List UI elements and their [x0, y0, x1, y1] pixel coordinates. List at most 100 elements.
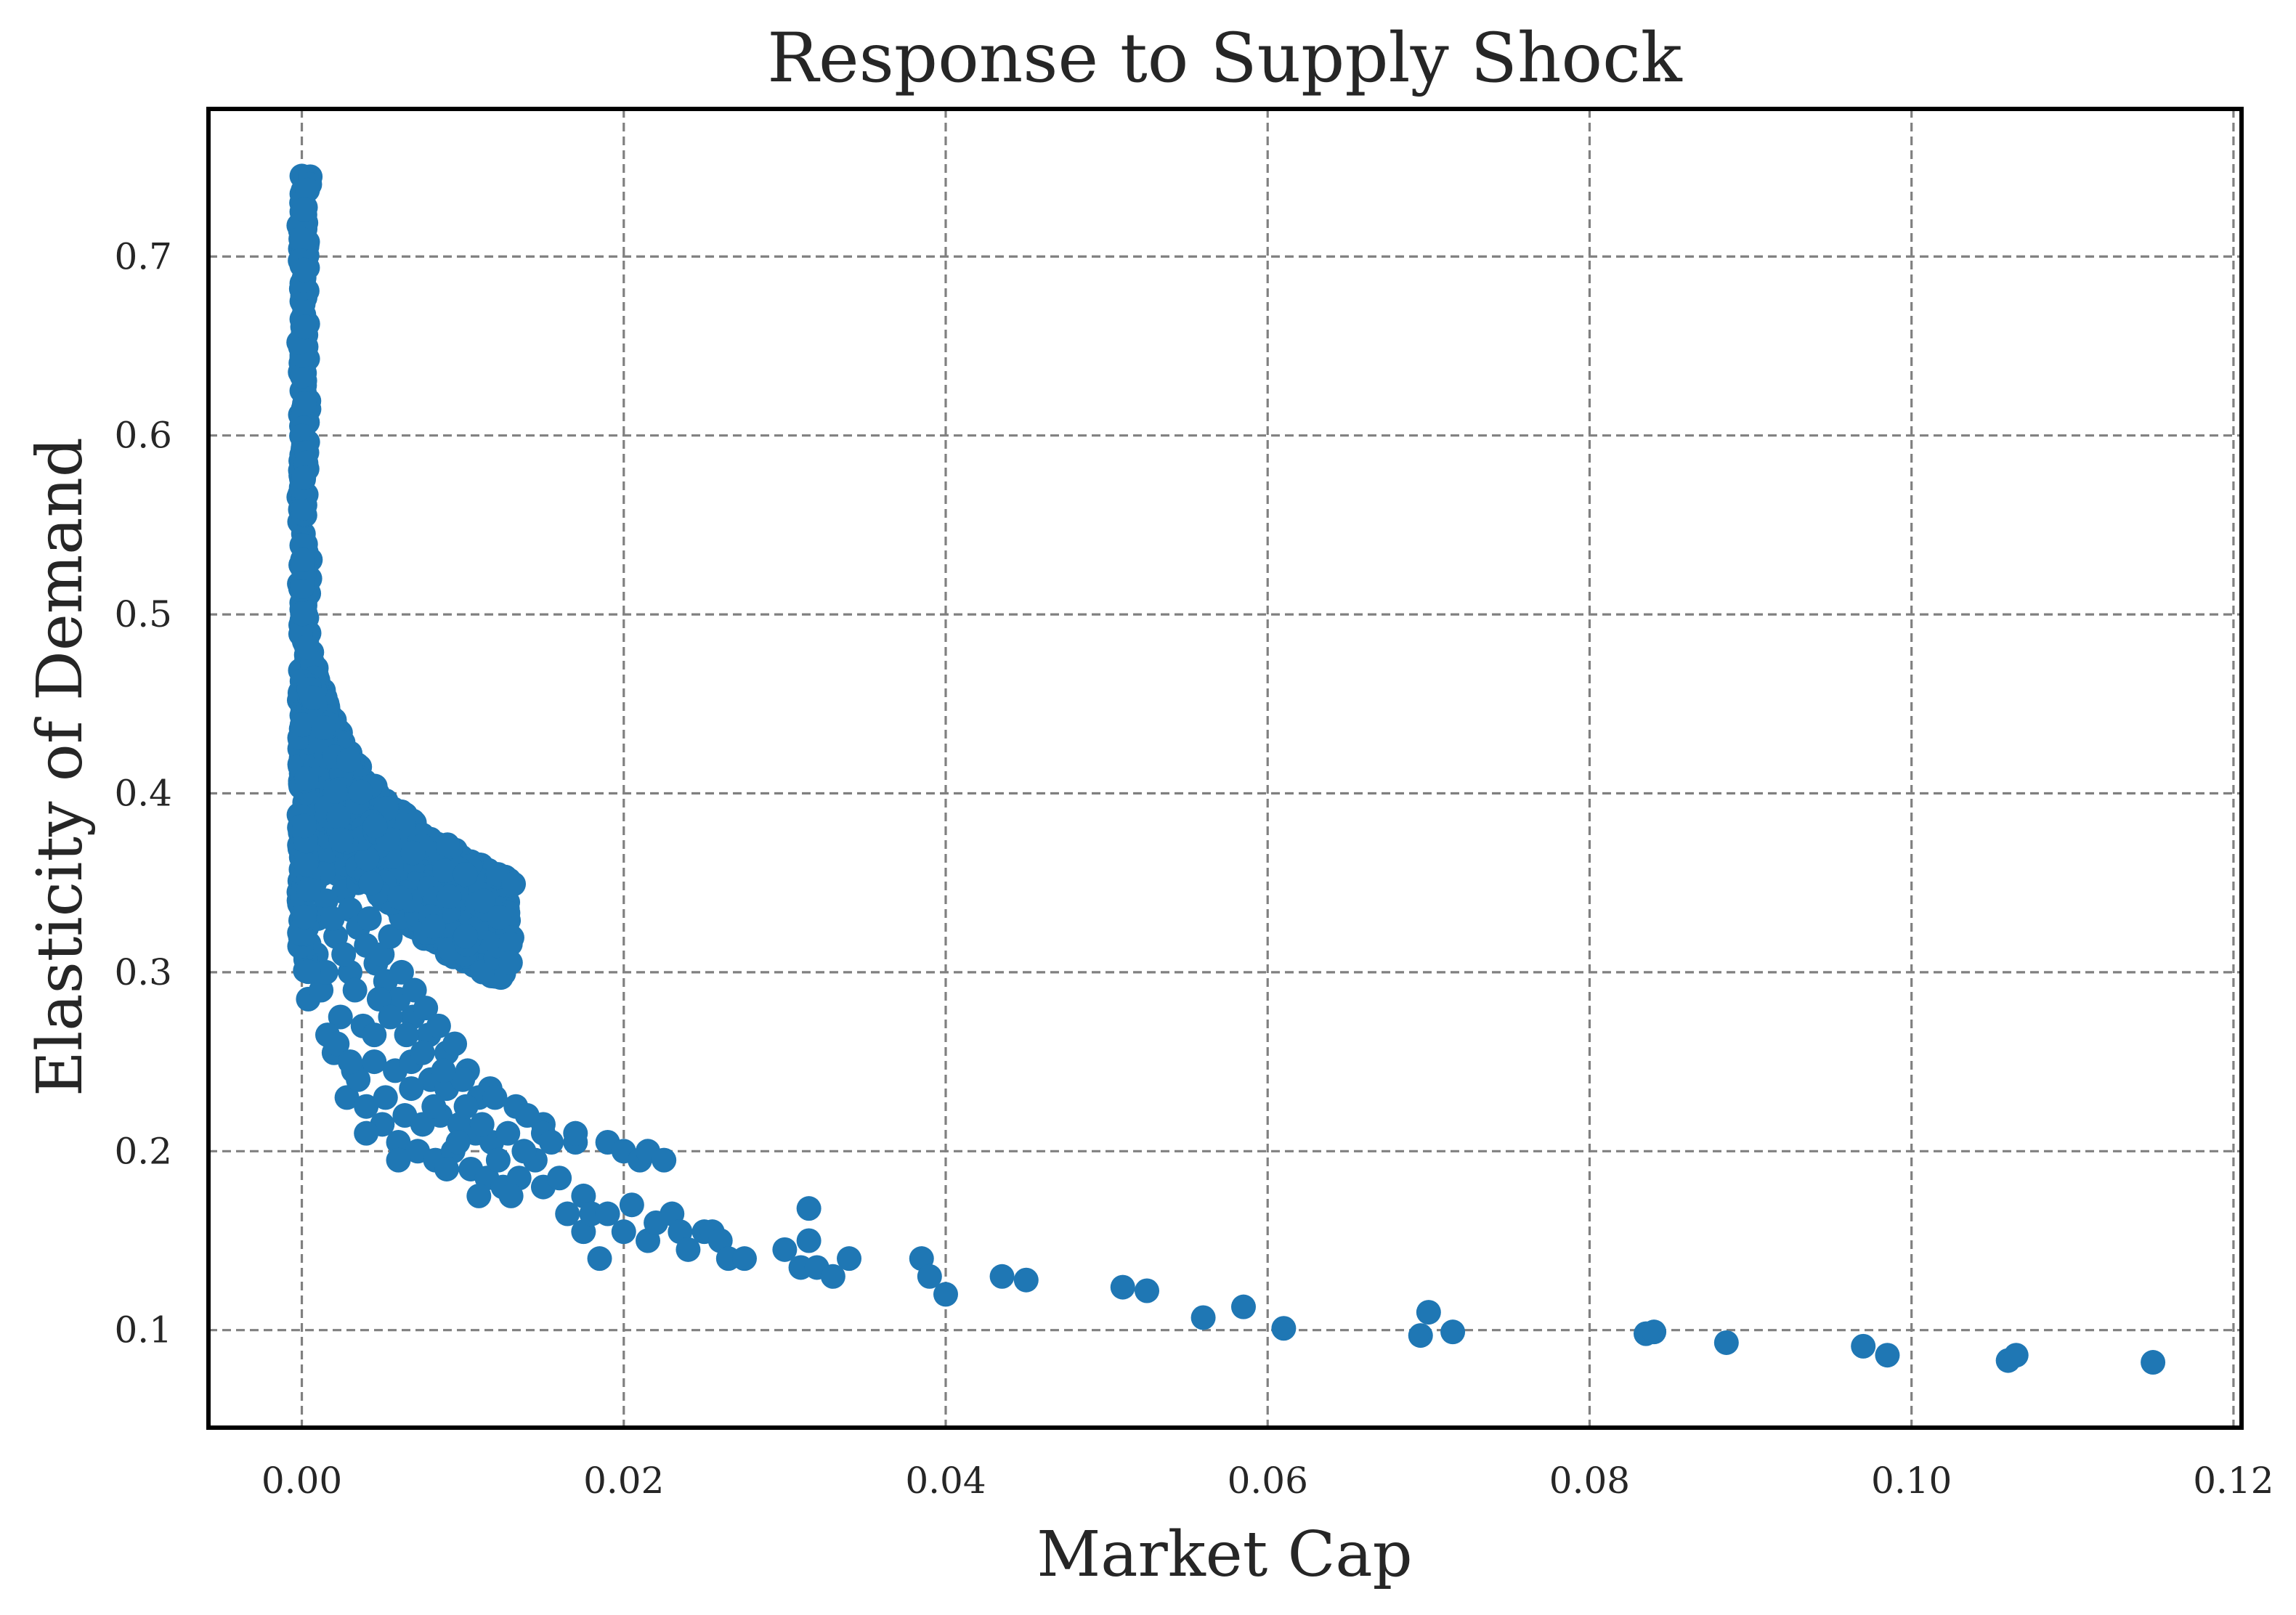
scatter-point [366, 986, 392, 1012]
scatter-point [498, 950, 523, 975]
scatter-point [595, 1201, 620, 1226]
scatter-point [296, 959, 321, 985]
scatter-point [432, 858, 458, 883]
scatter-point [325, 1031, 350, 1057]
scatter-point [1713, 1330, 1739, 1355]
scatter-point [482, 1085, 508, 1110]
scatter-point [1135, 1278, 1160, 1303]
scatter-point [293, 766, 319, 792]
scatter-point [989, 1264, 1015, 1289]
scatter-point [421, 1094, 447, 1119]
scatter-point [389, 959, 414, 985]
scatter-point [1875, 1343, 1900, 1368]
scatter-point [421, 914, 446, 939]
scatter-point [434, 1156, 459, 1181]
scatter-point [917, 1264, 942, 1289]
scatter-point [354, 1094, 379, 1119]
scatter-point [547, 1166, 572, 1191]
scatter-point [435, 832, 461, 858]
y-tick-label: 0.4 [114, 772, 172, 814]
x-tick-label: 0.02 [583, 1460, 664, 1502]
scatter-point [300, 685, 325, 710]
x-tick-labels: 0.00 0.02 0.04 0.06 0.08 0.10 0.12 [261, 1460, 2274, 1502]
scatter-point [354, 846, 380, 871]
scatter-point [563, 1120, 588, 1146]
scatter-point [291, 465, 317, 490]
scatter-point [288, 226, 314, 251]
y-tick-label: 0.5 [114, 593, 172, 635]
scatter-point [294, 635, 320, 660]
x-tick-label: 0.00 [261, 1460, 342, 1502]
scatter-point [511, 1139, 537, 1164]
scatter-point [336, 747, 361, 773]
scatter-point [292, 314, 317, 340]
scatter-point [362, 1022, 387, 1048]
scatter-point [362, 1049, 387, 1075]
scatter-point [1110, 1274, 1135, 1300]
scatter-point [289, 712, 315, 738]
scatter-point [1190, 1305, 1216, 1330]
scatter-point [358, 871, 384, 896]
plot-frame [206, 107, 2244, 1430]
x-tick-label: 0.10 [1871, 1460, 1952, 1502]
y-tick-label: 0.1 [114, 1309, 172, 1351]
scatter-point [487, 905, 512, 930]
scatter-point [796, 1228, 822, 1253]
scatter-point [539, 1129, 564, 1155]
scatter-point [498, 1183, 524, 1208]
scatter-point [311, 715, 336, 740]
scatter-point [431, 1058, 456, 1083]
scatter-point [334, 1085, 360, 1110]
x-tick-label: 0.04 [905, 1460, 986, 1502]
x-tick-label: 0.06 [1228, 1460, 1308, 1502]
scatter-point [495, 1120, 521, 1146]
scatter-point [442, 1031, 468, 1057]
scatter-point [400, 840, 426, 866]
scatter-point [676, 1237, 701, 1262]
scatter-point [373, 1085, 398, 1110]
scatter-point [820, 1264, 845, 1289]
scatter-point [514, 1103, 540, 1128]
scatter-point [291, 197, 317, 222]
scatter-point [295, 177, 320, 203]
scatter-point [1416, 1300, 1441, 1325]
scatter-point [354, 1120, 379, 1146]
scatter-point [292, 391, 317, 416]
scatter-point [292, 813, 317, 839]
scatter-point [555, 1201, 580, 1226]
scatter-point [331, 942, 357, 967]
scatter-point [1440, 1319, 1466, 1345]
scatter-point [453, 862, 478, 887]
scatter-point [378, 1004, 403, 1030]
scatter-point [296, 877, 321, 903]
scatter-point [293, 852, 319, 877]
y-tick-label: 0.2 [114, 1130, 172, 1172]
scatter-point [290, 601, 315, 627]
x-tick-label: 0.08 [1549, 1460, 1630, 1502]
x-tick-label: 0.12 [2193, 1460, 2273, 1502]
scatter-point [410, 1040, 435, 1065]
scatter-point [772, 1237, 798, 1262]
scatter-point [485, 1147, 511, 1173]
scatter-point [587, 1246, 612, 1272]
scatter-point [328, 827, 354, 853]
y-tick-label: 0.7 [114, 235, 172, 277]
scatter-point [320, 906, 345, 931]
scatter-point [289, 363, 315, 389]
y-tick-labels: 0.1 0.2 0.3 0.4 0.5 0.6 0.7 [114, 235, 172, 1351]
scatter-point [466, 1183, 492, 1208]
scatter-point [325, 804, 351, 829]
scatter-point [378, 924, 403, 949]
scatter-point [1851, 1333, 1876, 1359]
scatter-point [290, 574, 315, 599]
scatter-point [342, 977, 368, 1003]
scatter-point [426, 1013, 451, 1038]
scatter-point [394, 1022, 419, 1048]
scatter-point [1271, 1316, 1297, 1341]
scatter-point [328, 1004, 353, 1030]
scatter-point [1408, 1323, 1433, 1348]
scatter-point [387, 885, 413, 911]
scatter-point [501, 871, 527, 897]
